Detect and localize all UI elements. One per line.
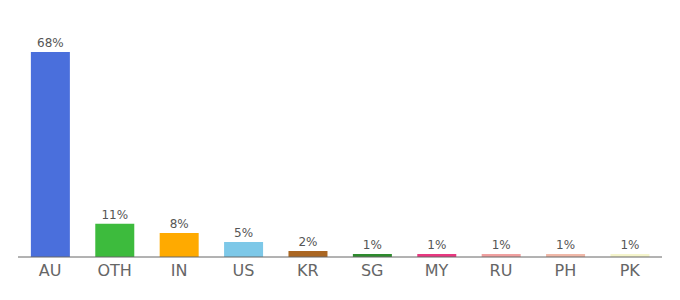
svg-text:OTH: OTH — [97, 261, 131, 280]
svg-text:KR: KR — [297, 261, 319, 280]
svg-text:68%: 68% — [37, 36, 64, 50]
svg-text:1%: 1% — [620, 238, 639, 252]
svg-text:US: US — [232, 261, 254, 280]
svg-text:1%: 1% — [556, 238, 575, 252]
svg-text:2%: 2% — [298, 235, 317, 249]
svg-text:AU: AU — [39, 261, 62, 280]
svg-text:RU: RU — [490, 261, 513, 280]
svg-text:11%: 11% — [101, 208, 128, 222]
svg-text:8%: 8% — [170, 217, 189, 231]
svg-text:IN: IN — [171, 261, 188, 280]
svg-text:PK: PK — [620, 261, 641, 280]
svg-text:1%: 1% — [427, 238, 446, 252]
svg-text:PH: PH — [555, 261, 577, 280]
svg-text:MY: MY — [425, 261, 449, 280]
svg-text:5%: 5% — [234, 226, 253, 240]
svg-text:1%: 1% — [492, 238, 511, 252]
svg-text:1%: 1% — [363, 238, 382, 252]
svg-text:SG: SG — [361, 261, 384, 280]
